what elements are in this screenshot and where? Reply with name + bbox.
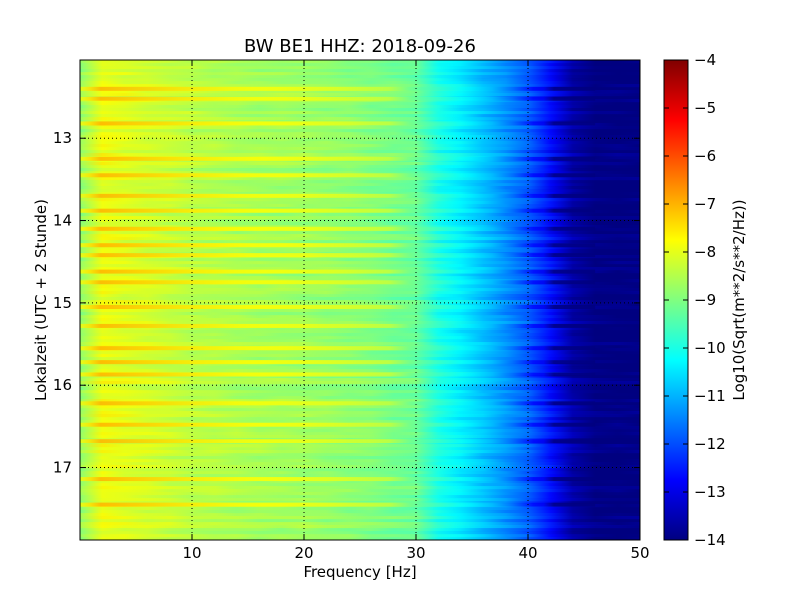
plot-frame [79, 59, 641, 541]
colorbar-tick-label: −9 [694, 291, 716, 309]
bright-band [80, 502, 596, 507]
bright-band [80, 372, 596, 377]
x-tick-label: 30 [406, 544, 425, 562]
bright-band [80, 156, 596, 161]
bright-band [80, 243, 596, 248]
bright-band [80, 401, 596, 406]
spectrogram-plot [80, 60, 640, 540]
bright-band [80, 477, 596, 482]
y-axis-label: Lokalzeit (UTC + 2 Stunde) [32, 199, 50, 401]
colorbar-tick-label: −6 [694, 147, 716, 165]
colorbar-ticks: −4 −5 −6 −7 −8 −9 −10 −11 −12 −13 −14 [664, 51, 726, 549]
bright-band [80, 253, 596, 258]
x-axis-ticks: 10 20 30 40 50 [182, 60, 650, 562]
bright-band [80, 323, 596, 328]
bright-band [80, 439, 596, 444]
bright-band [80, 269, 596, 274]
bright-band [80, 208, 596, 213]
colorbar-tick-label: −12 [694, 435, 726, 453]
bright-band [80, 280, 596, 285]
bright-band [80, 360, 596, 365]
colorbar-tick-label: −14 [694, 531, 726, 549]
bright-band [80, 305, 596, 309]
bright-band [80, 422, 596, 427]
y-tick-label: 15 [53, 294, 72, 312]
x-tick-label: 40 [518, 544, 537, 562]
colorbar-tick-label: −8 [694, 243, 716, 261]
colorbar-tick-label: −4 [694, 51, 716, 69]
bright-band [80, 226, 596, 231]
colorbar-tick-label: −7 [694, 195, 716, 213]
colorbar-tick-label: −5 [694, 99, 716, 117]
bright-band [80, 346, 596, 351]
chart-title: BW BE1 HHZ: 2018-09-26 [244, 36, 476, 57]
bright-band [80, 86, 596, 91]
x-tick-label: 20 [294, 544, 313, 562]
x-tick-label: 10 [182, 544, 201, 562]
colorbar-tick-label: −11 [694, 387, 726, 405]
x-tick-label: 50 [630, 544, 649, 562]
y-tick-label: 16 [53, 376, 72, 394]
bright-band [80, 121, 596, 126]
y-axis-ticks: 13 14 15 16 17 [53, 129, 640, 477]
colorbar-tick-label: −10 [694, 339, 726, 357]
colorbar-tick-label: −13 [694, 483, 726, 501]
y-tick-label: 13 [53, 129, 72, 147]
bright-band [80, 193, 596, 198]
bright-band [80, 96, 596, 101]
grid-lines [80, 60, 640, 540]
y-tick-label: 14 [53, 212, 72, 230]
bright-band [80, 173, 596, 178]
x-axis-label: Frequency [Hz] [303, 563, 416, 581]
y-tick-label: 17 [53, 459, 72, 477]
colorbar-label: Log10(Sqrt(m**2/s**2/Hz)) [730, 199, 748, 400]
